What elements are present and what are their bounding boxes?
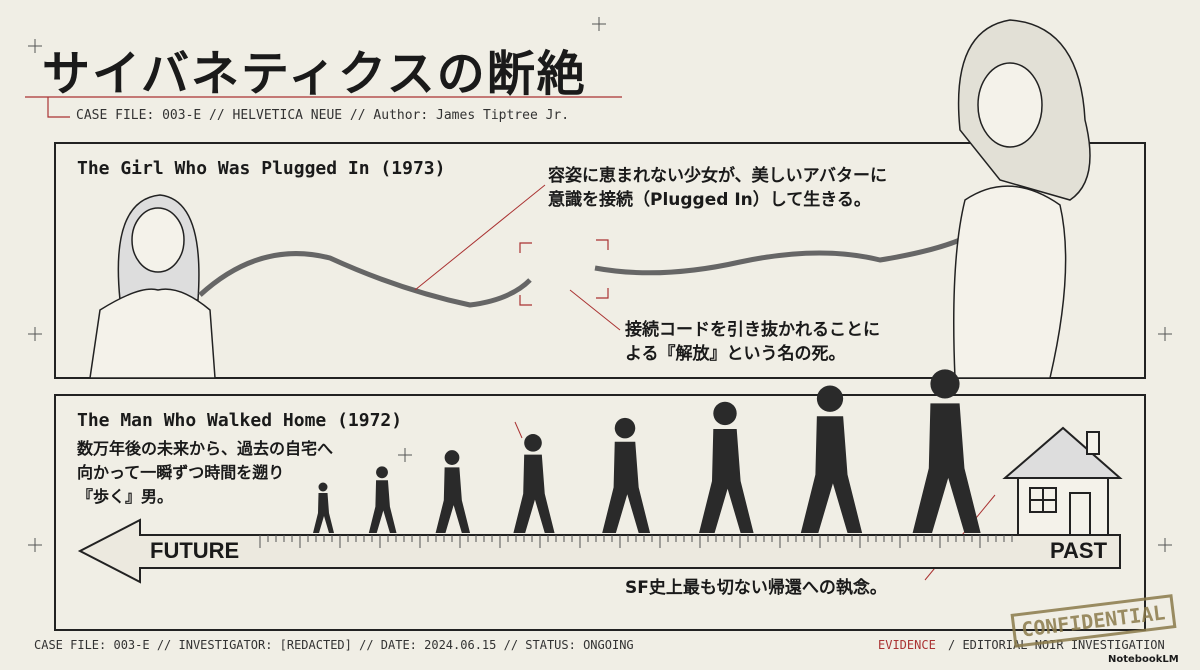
walker-head (318, 482, 328, 492)
walker-body (513, 454, 555, 533)
footer-right: / EDITORIAL NOIR INVESTIGATION (948, 638, 1165, 652)
girl (89, 194, 216, 379)
description-line: 『歩く』男。 (77, 487, 174, 506)
walker-head (713, 401, 737, 426)
description-line: 向かって一瞬ずつ時間を遡り (77, 463, 285, 482)
cords (198, 237, 961, 308)
walker-body (313, 493, 334, 533)
walker-head (444, 450, 460, 465)
ruler-ticks (259, 535, 1013, 548)
arrow-label: PAST (1050, 538, 1108, 563)
walker-head (614, 417, 636, 439)
walker (513, 434, 555, 533)
annotation-line: 意識を接続（Plugged In）して生きる。 (548, 190, 871, 210)
annotation-line: 容姿に恵まれない少女が、美しいアバターに (548, 166, 887, 186)
walker (313, 482, 334, 533)
description-line: 数万年後の未来から、過去の自宅へ (77, 439, 334, 458)
title-rule (25, 96, 622, 118)
subtitle: CASE FILE: 003-E // HELVETICA NEUE // Au… (76, 108, 570, 123)
walker-body (368, 480, 397, 533)
annotation-line: よる『解放』という名の死。 (625, 344, 846, 364)
annotation: 容姿に恵まれない少女が、美しいアバターに 意識を接続（Plugged In）して… (548, 164, 887, 212)
panel-2-box (54, 394, 1146, 631)
panel-1-box (54, 142, 1146, 379)
footer-left: CASE FILE: 003-E // INVESTIGATOR: [REDAC… (34, 638, 634, 652)
walker-head (376, 466, 388, 479)
walker-body (435, 467, 471, 533)
frame-marks (28, 17, 1172, 552)
annotation: SF史上最も切ない帰還への執念。 (625, 578, 887, 598)
walker-head (816, 385, 844, 412)
walking-figures (313, 369, 981, 533)
title: サイバネティクスの断絶 (42, 46, 587, 102)
panel-title: The Man Who Walked Home (1972) (77, 410, 403, 431)
walker-body (912, 403, 981, 533)
walker-body (602, 441, 651, 533)
walker-head (524, 434, 542, 452)
description: 数万年後の未来から、過去の自宅へ 向かって一瞬ずつ時間を遡り 『歩く』男。 (77, 437, 333, 509)
panel-title: The Girl Who Was Plugged In (1973) (77, 158, 446, 179)
walker (435, 450, 471, 533)
cut-brackets (519, 239, 609, 306)
walker (699, 401, 754, 533)
woman (953, 19, 1091, 379)
annotation-line: 接続コードを引き抜かれることに (625, 320, 880, 340)
house (1002, 426, 1123, 536)
footer-evidence: EVIDENCE (878, 638, 936, 652)
walker (912, 369, 981, 533)
walker (368, 466, 397, 533)
walker-head (930, 369, 960, 399)
brand: NotebookLM (1108, 654, 1179, 665)
walker (800, 385, 863, 533)
arrow-label: FUTURE (150, 538, 240, 563)
annotation: 接続コードを引き抜かれることに よる『解放』という名の死。 (625, 318, 880, 366)
walker-body (800, 416, 863, 533)
walker (602, 417, 651, 533)
walker-body (699, 429, 754, 533)
leader-lines (414, 184, 996, 581)
